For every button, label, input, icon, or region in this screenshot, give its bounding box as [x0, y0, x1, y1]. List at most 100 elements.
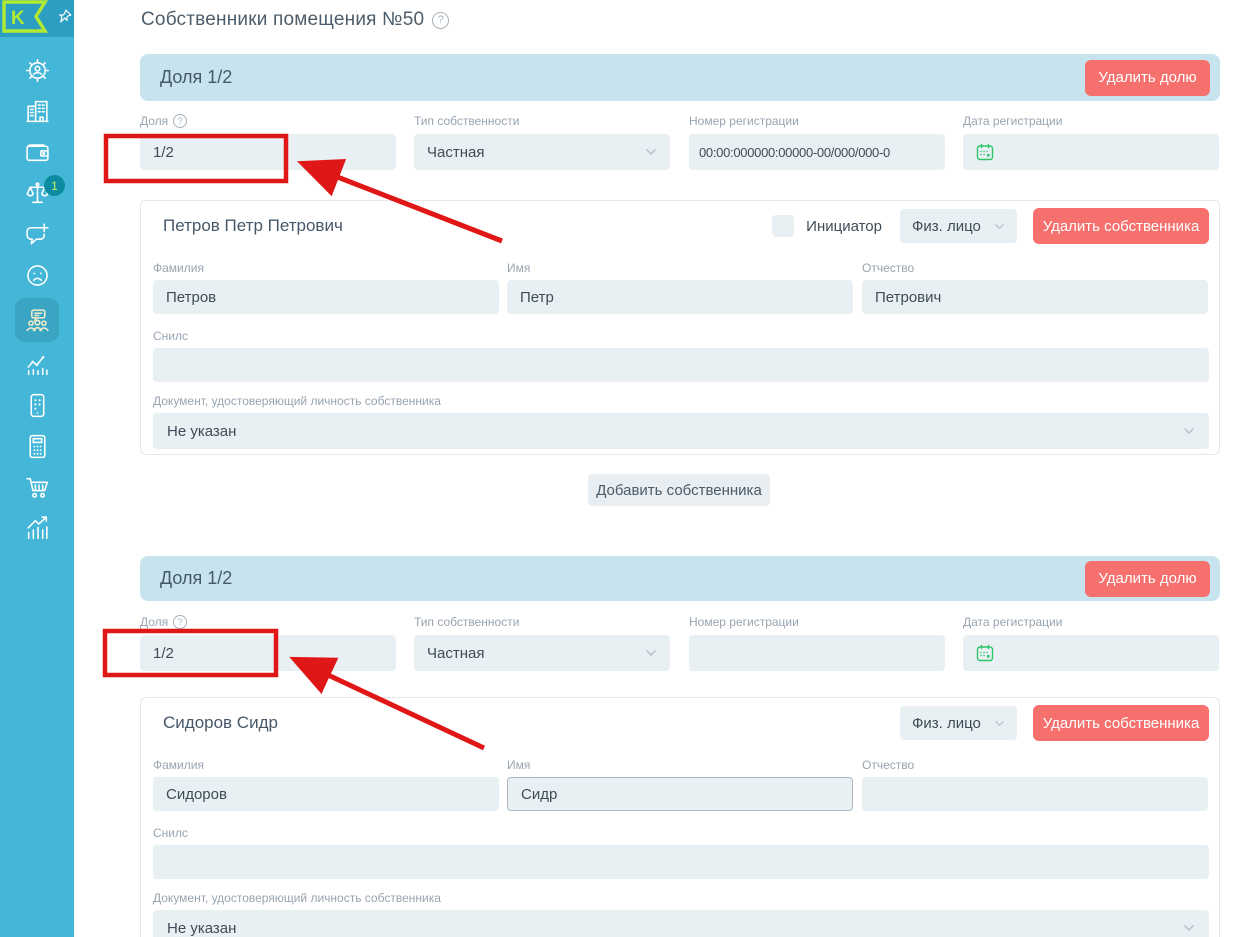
- reg-date-label: Дата регистрации: [963, 614, 1063, 629]
- patronymic-label: Отчество: [862, 260, 915, 275]
- document-value: Не указан: [167, 919, 237, 937]
- owner-name: Сидоров Сидр: [163, 713, 278, 732]
- sidebar-item-wallet[interactable]: [0, 132, 74, 173]
- selected-item-background: [15, 298, 59, 342]
- sidebar-item-mobile-app[interactable]: [0, 385, 74, 426]
- analytics-icon: [26, 355, 48, 376]
- sidebar-item-calculator[interactable]: [0, 426, 74, 467]
- growth-chart-icon: [26, 516, 48, 540]
- help-icon[interactable]: ?: [173, 614, 188, 629]
- sidebar: K: [0, 0, 74, 937]
- patronymic-input[interactable]: [862, 777, 1208, 811]
- sidebar-item-reports[interactable]: [0, 508, 74, 549]
- sidebar-item-new-chat[interactable]: [0, 214, 74, 255]
- sidebar-item-buildings[interactable]: [0, 91, 74, 132]
- snils-input[interactable]: [153, 348, 1209, 382]
- reg-date-input[interactable]: [963, 134, 1219, 170]
- svg-text:K: K: [11, 8, 25, 29]
- surname-input[interactable]: [153, 280, 499, 314]
- ownership-type-value: Частная: [427, 143, 485, 161]
- owner-card: Сидоров Сидр Физ. лицо Удалить собственн…: [140, 697, 1220, 937]
- share-field-label: Доля: [140, 614, 169, 629]
- reg-date-label: Дата регистрации: [963, 113, 1063, 128]
- document-select[interactable]: Не указан: [153, 910, 1209, 937]
- owner-name: Петров Петр Петрович: [163, 216, 343, 235]
- share-input[interactable]: [140, 635, 396, 671]
- document-select[interactable]: Не указан: [153, 413, 1209, 449]
- document-label: Документ, удостоверяющий личность собств…: [153, 393, 441, 408]
- firstname-label: Имя: [507, 757, 531, 772]
- building-icon: [25, 100, 49, 123]
- chevron-down-icon: [994, 223, 1005, 230]
- initiator-label: Инициатор: [806, 217, 882, 235]
- patronymic-input[interactable]: [862, 280, 1208, 314]
- share-2-regdate-field: Дата регистрации: [963, 613, 1219, 671]
- document-value: Не указан: [167, 422, 237, 440]
- surname-label: Фамилия: [153, 260, 204, 275]
- reg-number-label: Номер регистрации: [689, 614, 799, 629]
- sidebar-item-complaints[interactable]: [0, 255, 74, 296]
- snils-label: Снилс: [153, 825, 188, 840]
- help-icon[interactable]: ?: [432, 11, 450, 29]
- surname-input[interactable]: [153, 777, 499, 811]
- delete-owner-button[interactable]: Удалить собственника: [1033, 705, 1209, 741]
- ownership-type-select[interactable]: Частная: [414, 134, 670, 170]
- share-1-regnumber-field: Номер регистрации: [689, 112, 945, 170]
- entity-type-value: Физ. лицо: [912, 217, 981, 235]
- calendar-icon: [976, 644, 994, 662]
- share-2-regnumber-field: Номер регистрации: [689, 613, 945, 671]
- sidebar-item-scales[interactable]: 1: [0, 173, 74, 214]
- sidebar-item-analytics[interactable]: [0, 344, 74, 385]
- ownership-type-value: Частная: [427, 644, 485, 662]
- phone-icon: [29, 393, 45, 418]
- firstname-label: Имя: [507, 260, 531, 275]
- chevron-down-icon: [1183, 427, 1195, 435]
- help-icon[interactable]: ?: [173, 113, 188, 128]
- share-field-label: Доля: [140, 113, 169, 128]
- document-label: Документ, удостоверяющий личность собств…: [153, 890, 441, 905]
- entity-type-select[interactable]: Физ. лицо: [900, 706, 1017, 740]
- ownership-type-label: Тип собственности: [414, 113, 520, 128]
- snils-input[interactable]: [153, 845, 1209, 879]
- delete-share-button[interactable]: Удалить долю: [1085, 59, 1210, 96]
- delete-share-button[interactable]: Удалить долю: [1085, 560, 1210, 597]
- page-title-text: Собственники помещения №50: [141, 9, 425, 30]
- chevron-down-icon: [645, 649, 657, 657]
- account-settings-icon: [25, 58, 49, 83]
- share-input[interactable]: [140, 134, 396, 170]
- entity-type-value: Физ. лицо: [912, 714, 981, 732]
- patronymic-label: Отчество: [862, 757, 915, 772]
- ownership-type-select[interactable]: Частная: [414, 635, 670, 671]
- new-chat-icon: [25, 223, 49, 245]
- wallet-icon: [25, 144, 49, 162]
- page-title: Собственники помещения №50 ?: [141, 9, 450, 31]
- initiator-checkbox[interactable]: [772, 215, 795, 237]
- share-2-share-field: Доля?: [140, 613, 396, 671]
- share-1-share-field: Доля?: [140, 112, 396, 170]
- share-2-ownership-field: Тип собственности Частная: [414, 613, 670, 671]
- sidebar-item-owners-meeting[interactable]: [0, 296, 74, 344]
- share-2-title: Доля 1/2: [160, 568, 233, 588]
- reg-number-input[interactable]: [689, 635, 945, 671]
- add-owner-button[interactable]: Добавить собственника: [588, 474, 770, 506]
- delete-owner-button[interactable]: Удалить собственника: [1033, 208, 1209, 244]
- calendar-icon: [976, 143, 994, 161]
- sidebar-item-marketplace[interactable]: [0, 467, 74, 508]
- entity-type-select[interactable]: Физ. лицо: [900, 209, 1017, 243]
- owner-card: Петров Петр Петрович Инициатор Физ. лицо…: [140, 200, 1220, 455]
- share-1-regdate-field: Дата регистрации: [963, 112, 1219, 170]
- calculator-icon: [28, 434, 46, 459]
- share-1-ownership-field: Тип собственности Частная: [414, 112, 670, 170]
- snils-label: Снилс: [153, 328, 188, 343]
- firstname-input[interactable]: [507, 280, 853, 314]
- firstname-input[interactable]: [507, 777, 853, 811]
- reg-date-input[interactable]: [963, 635, 1219, 671]
- app-logo[interactable]: K: [2, 0, 49, 38]
- reg-number-input[interactable]: [689, 134, 945, 170]
- sidebar-nav: 1: [0, 50, 74, 549]
- share-1-header: Доля 1/2 Удалить долю: [140, 54, 1220, 101]
- sidebar-header: K: [0, 0, 74, 37]
- pin-icon[interactable]: [56, 8, 73, 30]
- sidebar-item-account-settings[interactable]: [0, 50, 74, 91]
